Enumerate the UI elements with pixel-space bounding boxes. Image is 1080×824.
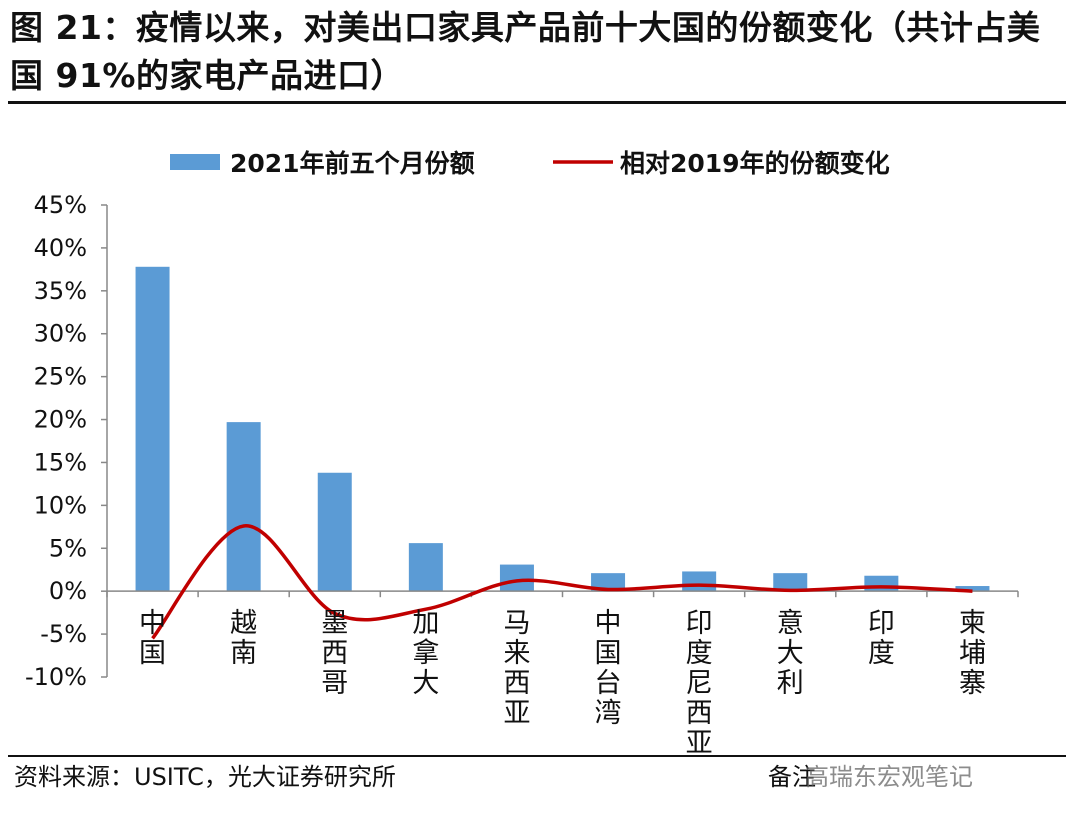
y-tick-label: 5% [49,534,87,562]
bar [135,266,170,592]
bar [317,472,352,592]
x-tick-label: 柬埔寨 [959,608,986,699]
bar [682,571,717,592]
y-tick-label: -5% [40,620,87,648]
bar [591,573,626,592]
bar-series [135,266,990,592]
title-divider [8,101,1066,104]
y-tick-label: 10% [34,491,87,519]
bar [499,564,534,592]
x-tick-label: 意大利 [777,608,804,699]
bar [773,573,808,592]
x-axis [106,590,1019,598]
bar [864,575,899,592]
x-tick-labels: 中国 越南 墨西哥 加拿大 马来西亚 中国台湾 印度尼西亚 意大利 印度 柬埔寨 [139,608,986,759]
bar [408,543,443,592]
y-tick-label: -10% [25,663,87,691]
bar [955,586,990,592]
x-tick-label: 中国 [139,608,166,669]
chart-title: 图 21：疫情以来，对美出口家具产品前十大国的份额变化（共计占美国 91%的家电… [10,8,1041,95]
line-series-path [151,524,973,640]
bar [226,422,261,592]
x-tick-label: 越南 [230,608,257,669]
y-tick-label: 30% [34,320,87,348]
x-tick-label: 印度 [868,608,895,669]
x-tick-label: 中国台湾 [595,608,622,729]
y-tick-label: 0% [49,577,87,605]
y-axis: 45% 40% 35% 30% 25% 20% 15% 10% 5% 0% -5% -10% [25,191,108,691]
source-note: 资料来源：USITC，光大证券研究所 [14,763,396,791]
line-series [151,524,973,640]
x-tick-label: 印度尼西亚 [686,608,713,759]
legend: 2021年前五个月份额 相对2019年的份额变化 [170,149,890,178]
y-tick-label: 15% [34,448,87,476]
x-tick-label: 墨西哥 [321,608,348,699]
footer-divider [8,755,1066,757]
y-tick-label: 45% [34,191,87,219]
x-tick-label: 马来西亚 [503,608,530,729]
x-tick-label: 加拿大 [412,608,439,699]
y-tick-label: 40% [34,234,87,262]
legend-line-label: 相对2019年的份额变化 [620,149,890,178]
remark-label: 备注 [768,763,816,791]
legend-bar-label: 2021年前五个月份额 [230,149,475,178]
y-tick-label: 20% [34,406,87,434]
y-tick-label: 35% [34,277,87,305]
watermark: 高瑞东宏观笔记 [805,763,973,791]
legend-bar-swatch [170,154,220,170]
y-tick-label: 25% [34,363,87,391]
